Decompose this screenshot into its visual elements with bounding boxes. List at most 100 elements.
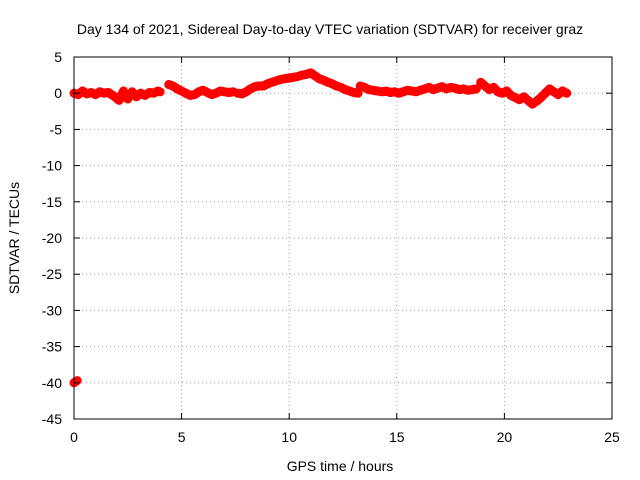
- data-point: [168, 81, 177, 90]
- data-point: [481, 81, 490, 90]
- data-point: [511, 93, 520, 102]
- x-tick-label: 5: [178, 429, 186, 445]
- data-point: [91, 90, 100, 99]
- data-point: [128, 87, 137, 96]
- data-point: [390, 87, 399, 96]
- data-point: [203, 88, 212, 97]
- data-point: [541, 89, 550, 98]
- data-point: [78, 87, 87, 96]
- y-tick-label: -25: [42, 266, 62, 282]
- x-tick-label: 20: [497, 429, 513, 445]
- data-point: [562, 89, 571, 98]
- data-point: [554, 90, 563, 99]
- data-point: [412, 87, 421, 96]
- data-point: [485, 85, 494, 94]
- data-point: [177, 87, 186, 96]
- data-point: [115, 96, 124, 105]
- data-point: [104, 88, 113, 97]
- data-point: [425, 83, 434, 92]
- data-point: [302, 70, 311, 79]
- data-point: [502, 87, 511, 96]
- data-point: [164, 80, 173, 89]
- data-point: [450, 84, 459, 93]
- data-point: [341, 85, 350, 94]
- data-series-sdtvar: [69, 68, 572, 388]
- data-point: [394, 89, 403, 98]
- axis-ticks: 5 0 -5 -10 -15 -20 -25 -30 -35 -40 -45 0 5 10 15 20 25: [42, 49, 620, 445]
- data-point: [437, 82, 446, 91]
- data-point: [433, 84, 442, 93]
- y-tick-label: -30: [42, 302, 62, 318]
- chart-title: Day 134 of 2021, Sidereal Day-to-day VTE…: [77, 21, 583, 37]
- data-point: [515, 95, 524, 104]
- data-point: [311, 71, 320, 80]
- data-point: [259, 81, 268, 90]
- data-point: [190, 90, 199, 99]
- data-point: [237, 89, 246, 98]
- data-point: [558, 87, 567, 96]
- data-point: [336, 83, 345, 92]
- x-tick-label: 15: [389, 429, 405, 445]
- data-point: [524, 96, 533, 105]
- data-point: [472, 84, 481, 93]
- data-point: [110, 92, 119, 101]
- data-point: [536, 93, 545, 102]
- x-tick-label: 10: [281, 429, 297, 445]
- data-point: [420, 84, 429, 93]
- y-axis-label: SDTVAR / TECUs: [6, 182, 22, 294]
- data-point: [132, 92, 141, 101]
- data-point: [356, 81, 365, 90]
- data-point: [360, 83, 369, 92]
- y-tick-label: 0: [54, 85, 62, 101]
- data-point: [498, 89, 507, 98]
- data-point: [263, 79, 272, 88]
- data-point: [95, 87, 104, 96]
- data-point: [459, 84, 468, 93]
- data-point: [442, 84, 451, 93]
- y-tick-label: -5: [50, 121, 63, 137]
- data-point: [82, 89, 91, 98]
- data-point: [119, 87, 128, 96]
- x-tick-label: 25: [604, 429, 620, 445]
- data-point: [194, 87, 203, 96]
- data-point: [532, 97, 541, 106]
- data-point: [519, 92, 528, 101]
- data-point: [354, 89, 363, 98]
- data-point: [328, 79, 337, 88]
- data-point: [545, 84, 554, 93]
- data-point: [315, 74, 324, 83]
- y-tick-label: -20: [42, 230, 62, 246]
- data-point: [156, 87, 165, 96]
- data-point: [293, 72, 302, 81]
- data-point: [416, 86, 425, 95]
- data-point: [506, 91, 515, 100]
- y-tick-label: -40: [42, 375, 62, 391]
- data-point: [267, 78, 276, 87]
- data-point: [345, 87, 354, 96]
- data-point: [489, 83, 498, 92]
- x-tick-label: 0: [70, 429, 78, 445]
- y-tick-label: -45: [42, 411, 62, 427]
- data-point: [399, 87, 408, 96]
- data-point: [272, 76, 281, 85]
- data-point: [173, 84, 182, 93]
- data-point: [136, 89, 145, 98]
- x-axis-label: GPS time / hours: [287, 458, 394, 474]
- data-point: [493, 87, 502, 96]
- y-tick-label: -15: [42, 194, 62, 210]
- data-point: [429, 85, 438, 94]
- data-point: [246, 84, 255, 93]
- data-point: [74, 90, 83, 99]
- y-tick-label: 5: [54, 49, 62, 65]
- data-point: [149, 89, 158, 98]
- data-point: [141, 91, 150, 100]
- data-point: [199, 86, 208, 95]
- data-point: [549, 87, 558, 96]
- y-tick-label: -10: [42, 158, 62, 174]
- data-point: [476, 78, 485, 87]
- data-point: [319, 76, 328, 85]
- y-tick-label: -35: [42, 339, 62, 355]
- data-point: [181, 89, 190, 98]
- data-point: [323, 78, 332, 87]
